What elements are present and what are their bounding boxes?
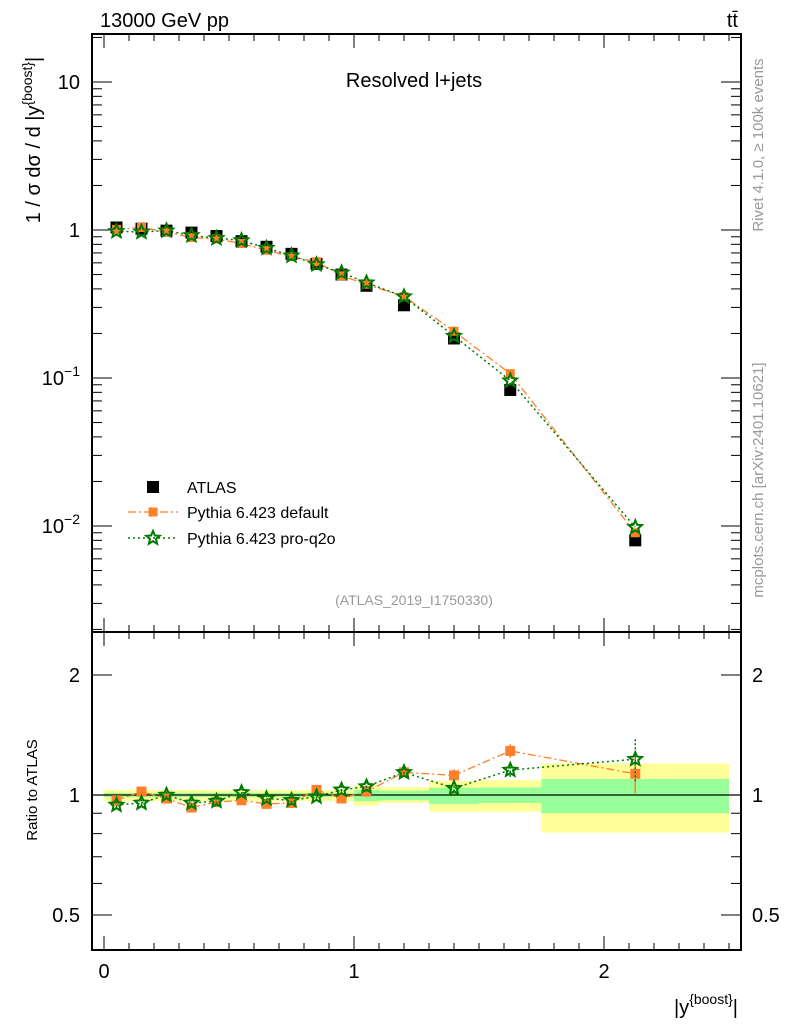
header-right: tt̄	[727, 10, 739, 32]
data-point-proq2o	[332, 263, 351, 281]
ratio-point-default	[449, 770, 459, 781]
ratio-point-proq2o	[501, 760, 520, 778]
data-point-default	[212, 234, 221, 244]
y-tick-label: 10−2	[42, 511, 80, 538]
y-axis-label: 1 / σ dσ / d |y{boost}|	[19, 57, 45, 224]
data-point-proq2o	[626, 517, 645, 536]
data-point-default	[112, 224, 121, 234]
data-point-proq2o	[257, 238, 276, 256]
x-axis-label: |y{boost}|	[674, 991, 738, 1019]
data-point-atlas	[504, 383, 517, 396]
data-point-proq2o	[182, 225, 201, 244]
data-point-atlas	[629, 534, 642, 547]
ratio-point-default	[630, 768, 641, 779]
legend-label: Pythia 6.423 pro-q2o	[187, 531, 336, 548]
ratio-point-proq2o	[132, 793, 151, 811]
ratio-point-default	[186, 802, 197, 813]
ratio-point-proq2o	[307, 787, 326, 805]
y-tick-base: 10	[42, 368, 64, 390]
main-plot-marks	[107, 221, 645, 547]
y-tick-exp: −1	[64, 363, 80, 379]
mcplots-label: mcplots.cern.ch [arXiv:2401.10621]	[750, 362, 767, 597]
legend-marker-atlas	[147, 481, 159, 493]
legend-marker-proq2o	[143, 528, 163, 546]
data-point-proq2o	[157, 221, 176, 239]
y-tick-label: 10−1	[42, 363, 80, 390]
data-point-proq2o	[107, 221, 126, 240]
ratio-plot-marks	[107, 739, 645, 813]
data-point-default	[162, 227, 171, 237]
analysis-watermark: (ATLAS_2019_I1750330)	[335, 592, 493, 608]
ratio-point-proq2o	[207, 791, 226, 809]
x-tick-label: 1	[348, 961, 359, 983]
ratio-point-default	[236, 795, 247, 806]
ratio-point-default	[336, 793, 347, 804]
uncertainty-band-inner	[429, 787, 479, 804]
data-point-default	[399, 292, 409, 302]
ratio-point-proq2o	[157, 785, 176, 803]
series-line-proq2o	[116, 229, 636, 528]
ratio-point-proq2o	[357, 777, 376, 795]
ratio-point-proq2o	[107, 795, 126, 813]
ratio-y-tick-label-right: 0.5	[752, 905, 780, 927]
data-point-proq2o	[232, 230, 251, 249]
data-point-default	[287, 252, 296, 262]
x-tick-label: 2	[598, 961, 609, 983]
ratio-point-proq2o	[282, 790, 301, 808]
legend-marker-default	[148, 507, 158, 517]
ratio-y-tick-label: 1	[69, 785, 80, 807]
legend-label: ATLAS	[187, 480, 237, 497]
y-tick-label: 1	[69, 220, 80, 242]
data-point-proq2o	[394, 287, 414, 305]
plot-title: Resolved l+jets	[346, 70, 482, 92]
legend-label: Pythia 6.423 default	[187, 505, 329, 522]
header-left: 13000 GeV pp	[100, 10, 229, 32]
ratio-frame	[91, 631, 742, 951]
ratio-point-proq2o	[626, 749, 645, 767]
data-point-proq2o	[357, 273, 376, 291]
ratio-point-proq2o	[182, 793, 201, 811]
data-point-default	[630, 528, 640, 538]
data-point-proq2o	[307, 254, 326, 273]
legend: ATLAS Pythia 6.423 default Pythia 6.423 pr…	[128, 480, 336, 548]
ratio-point-default	[136, 786, 147, 797]
ratio-point-proq2o	[444, 778, 464, 796]
ratio-line-proq2o	[116, 758, 636, 806]
y-tick-base: 10	[58, 72, 80, 94]
data-point-proq2o	[282, 246, 301, 264]
ratio-point-proq2o	[332, 780, 351, 798]
y-tick-exp: −2	[64, 511, 80, 527]
y-tick-label: 10	[58, 72, 80, 94]
ratio-point-proq2o	[257, 788, 276, 807]
ratio-point-proq2o	[232, 782, 251, 801]
ratio-point-default	[505, 745, 516, 756]
data-point-proq2o	[501, 370, 520, 389]
data-point-proq2o	[132, 222, 151, 240]
rivet-version-label: Rivet 4.1.0, ≥ 100k events	[750, 58, 767, 231]
data-point-proq2o	[207, 228, 226, 246]
ratio-y-tick-label-right: 2	[752, 665, 763, 687]
ratio-y-tick-label: 0.5	[52, 905, 80, 927]
y-tick-base: 1	[69, 220, 80, 242]
x-tick-label: 0	[98, 961, 109, 983]
ratio-point-default	[261, 798, 272, 809]
ratio-y-tick-label-right: 1	[752, 785, 763, 807]
data-point-default	[362, 279, 371, 289]
y-tick-base: 10	[42, 516, 64, 538]
data-point-proq2o	[444, 326, 464, 344]
ratio-point-proq2o	[394, 762, 414, 781]
ratio-y-tick-label: 2	[69, 665, 80, 687]
data-point-default	[312, 257, 321, 267]
ratio-axis-label: Ratio to ATLAS	[24, 739, 41, 840]
